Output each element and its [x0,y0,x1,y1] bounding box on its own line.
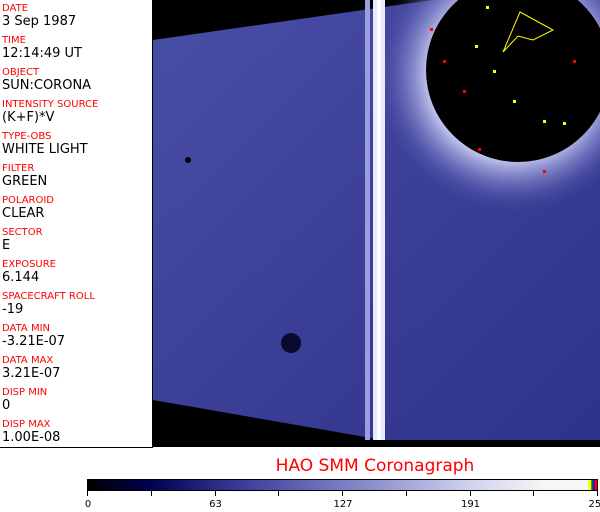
field-value: WHITE LIGHT [2,142,88,157]
colorbar-tick [533,491,535,496]
field-label: SECTOR [2,227,43,238]
field-spacecraft-roll: SPACECRAFT ROLL -19 [2,291,95,317]
colorbar-tick [278,491,280,496]
field-value: (K+F)*V [2,110,55,125]
field-value: -19 [2,302,24,317]
field-object: OBJECT SUN:CORONA [2,67,91,93]
field-label: POLAROID [2,195,55,206]
field-label: DATA MAX [2,355,54,366]
field-value: 3.21E-07 [2,366,61,381]
field-type-obs: TYPE-OBS WHITE LIGHT [2,131,88,157]
metadata-panel: DATE 3 Sep 1987 TIME 12:14:49 UT OBJECT SUN:C… [0,0,153,448]
field-value: 12:14:49 UT [2,46,82,61]
field-disp-max: DISP MAX 1.00E-08 [2,419,60,445]
colorbar-tick [342,491,343,496]
chart-title: HAO SMM Coronagraph [275,456,475,476]
field-polaroid: POLAROID CLEAR [2,195,54,221]
field-label: DISP MAX [2,419,51,430]
field-value: -3.21E-07 [2,334,66,349]
colorbar-tick [597,491,598,496]
colorbar [87,479,598,491]
colorbar-tick [405,491,407,496]
field-label: DISP MIN [2,387,48,398]
field-time: TIME 12:14:49 UT [2,35,82,61]
field-label: DATE [2,3,29,14]
field-label: FILTER [2,163,35,174]
field-filter: FILTER GREEN [2,163,47,189]
field-value: CLEAR [2,206,45,221]
coronagraph-image [153,0,600,447]
field-label: SPACECRAFT ROLL [2,291,95,302]
field-label: EXPOSURE [2,259,57,270]
field-value: 6.144 [2,270,40,285]
field-data-min: DATA MIN -3.21E-07 [2,323,65,349]
field-data-max: DATA MAX 3.21E-07 [2,355,60,381]
field-value: E [2,238,11,253]
field-value: SUN:CORONA [2,78,92,93]
colorbar-tick-label: 63 [209,499,222,510]
colorbar-tick-label: 0 [84,499,92,510]
colorbar-tick-label: 255 [588,499,600,510]
field-label: INTENSITY SOURCE [2,99,99,110]
colorbar-tick [87,491,88,496]
field-label: TIME [2,35,27,46]
colorbar-tick [214,491,216,496]
colorbar-tick [469,491,471,496]
field-date: DATE 3 Sep 1987 [2,3,76,29]
field-value: 0 [2,398,11,413]
field-label: DATA MIN [2,323,50,334]
colorbar-tick-label: 191 [460,499,481,510]
field-disp-min: DISP MIN 0 [2,387,47,413]
field-intensity-source: INTENSITY SOURCE (K+F)*V [2,99,98,125]
field-value: 3 Sep 1987 [2,14,77,29]
field-exposure: EXPOSURE 6.144 [2,259,56,285]
field-value: 1.00E-08 [2,430,61,445]
field-label: OBJECT [2,67,40,78]
field-sector: SECTOR E [2,227,43,253]
field-value: GREEN [2,174,48,189]
colorbar-tick-label: 127 [333,499,353,510]
field-label: TYPE-OBS [2,131,52,142]
colorbar-tick [150,491,152,496]
